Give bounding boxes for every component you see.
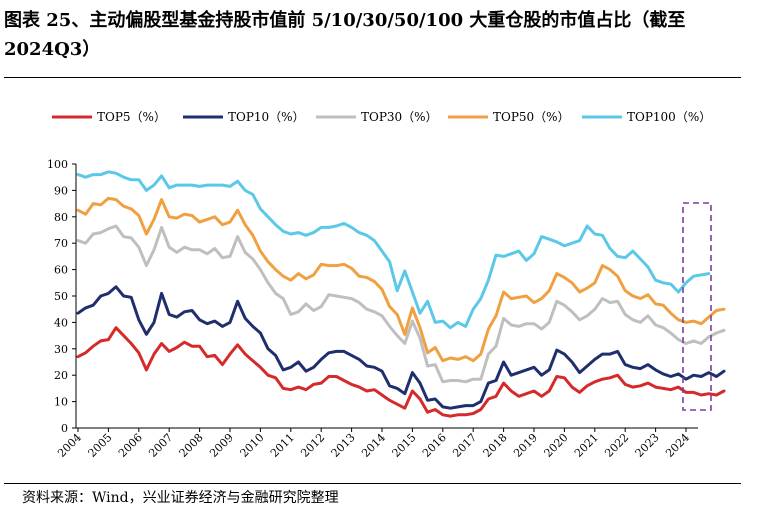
x-tick-label: 2004 [55, 431, 84, 460]
series-lines [76, 170, 726, 418]
series-line-top5 [76, 326, 726, 418]
x-tick-label: 2010 [238, 431, 267, 460]
line-chart: TOP5（%） TOP10（%） TOP30（%） TOP50（%） TOP100（%）… [47, 110, 726, 460]
x-tick-label: 2009 [207, 431, 236, 460]
y-tick-label: 30 [54, 343, 68, 356]
x-tick-label: 2011 [268, 431, 297, 460]
x-tick-label: 2016 [420, 431, 449, 460]
x-tick-label: 2005 [86, 431, 115, 460]
x-tick-label: 2014 [359, 431, 388, 460]
chart-title: 图表 25、主动偏股型基金持股市值前 5/10/30/50/100 大重仓股的市… [4, 10, 686, 60]
y-tick-label: 10 [54, 396, 68, 409]
x-tick-label: 2012 [298, 431, 327, 460]
x-tick-label: 2017 [450, 431, 479, 460]
series-line-top30 [76, 224, 726, 384]
x-tick-label: 2021 [572, 431, 601, 460]
y-tick-label: 50 [54, 290, 68, 303]
source-note: 资料来源：Wind，兴业证券经济与金融研究院整理 [22, 490, 339, 506]
y-tick-label: 90 [54, 184, 68, 197]
legend-label: TOP50（%） [493, 110, 570, 124]
x-tick-label: 2007 [146, 431, 175, 460]
y-tick-label: 80 [54, 211, 68, 224]
legend-label: TOP30（%） [361, 110, 438, 124]
x-tick-label: 2024 [663, 431, 692, 460]
legend-label: TOP5（%） [97, 110, 166, 124]
legend-label: TOP100（%） [627, 110, 711, 124]
series-line-top100 [76, 170, 711, 330]
x-tick-label: 2015 [390, 431, 419, 460]
footer-rule [4, 483, 741, 484]
series-line-top10 [76, 285, 726, 410]
y-tick-label: 100 [47, 158, 68, 171]
x-tick-label: 2006 [116, 431, 145, 460]
y-tick-label: 40 [54, 316, 68, 329]
x-tick-label: 2019 [511, 431, 540, 460]
header-rule [4, 77, 741, 78]
x-tick-label: 2022 [602, 431, 631, 460]
series-line-top50 [76, 196, 726, 363]
latest-quarters-highlight-box [682, 202, 712, 411]
x-tick-label: 2018 [481, 431, 510, 460]
legend-label: TOP10（%） [228, 110, 305, 124]
x-tick-label: 2013 [329, 431, 358, 460]
y-tick-label: 70 [54, 237, 68, 250]
y-tick-label: 0 [61, 422, 68, 435]
legend: TOP5（%） TOP10（%） TOP30（%） TOP50（%） TOP100（%） [52, 110, 711, 124]
x-tick-label: 2020 [542, 431, 571, 460]
y-tick-label: 60 [54, 264, 68, 277]
x-tick-label: 2023 [633, 431, 662, 460]
y-tick-label: 20 [54, 369, 68, 382]
x-tick-label: 2008 [177, 431, 206, 460]
